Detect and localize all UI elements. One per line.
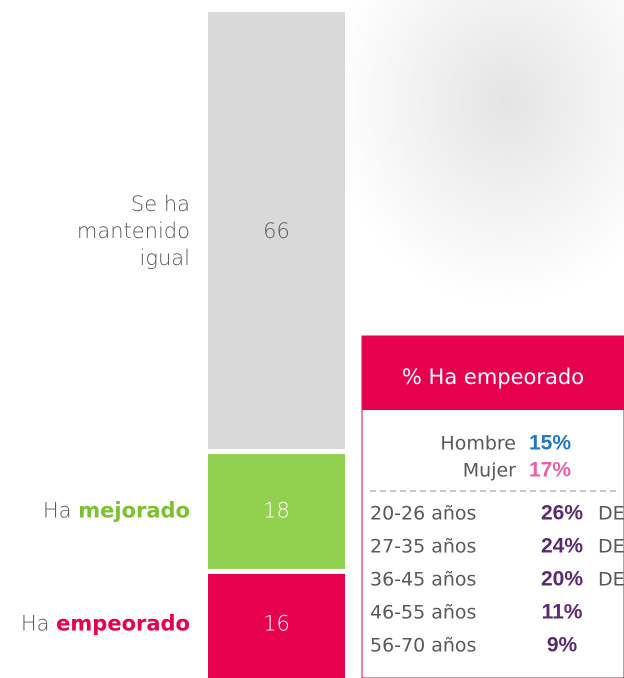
label-highlight: empeorado — [56, 612, 190, 636]
row-value: 11% — [542, 601, 583, 624]
row-label: 36-45 años — [370, 569, 476, 591]
chart: % Ha empeorado 16 Ha empeorado 18 Ha mejora… — [0, 0, 624, 678]
segment-label: mantenido — [77, 219, 190, 243]
row-label: 46-55 años — [370, 602, 476, 624]
value-label: 18 — [263, 499, 290, 523]
row-label: 27-35 años — [370, 536, 476, 558]
label-highlight: igual — [140, 246, 190, 270]
label-text: Ha — [21, 612, 50, 636]
row-value: 20% — [541, 568, 583, 591]
row-value: 24% — [541, 535, 583, 558]
row-label: 56-70 años — [370, 635, 476, 657]
row-value: 26% — [541, 502, 583, 525]
row-label: Hombre — [440, 433, 516, 455]
row-suffix: DE — [598, 569, 624, 591]
value-label: 16 — [263, 612, 290, 636]
title-prefix: % Ha — [402, 365, 457, 389]
background-photo — [330, 0, 624, 340]
table-title: % Ha empeorado — [402, 365, 584, 389]
row-label: 20-26 años — [370, 503, 476, 525]
row-suffix: DE — [598, 503, 624, 525]
row-value: 15% — [529, 432, 571, 455]
title-highlight: empeorado — [464, 365, 584, 389]
segment-label: Ha empeorado — [21, 612, 190, 636]
row-value: 9% — [547, 634, 578, 657]
row-label: Mujer — [463, 460, 516, 482]
row-suffix: DE — [598, 536, 624, 558]
segment-label: Ha mejorado — [43, 499, 190, 523]
label-text: Ha — [43, 499, 72, 523]
value-label: 66 — [263, 219, 290, 243]
row-value: 17% — [529, 459, 571, 482]
segment-label: Se ha — [131, 192, 190, 216]
label-highlight: mejorado — [78, 499, 190, 523]
